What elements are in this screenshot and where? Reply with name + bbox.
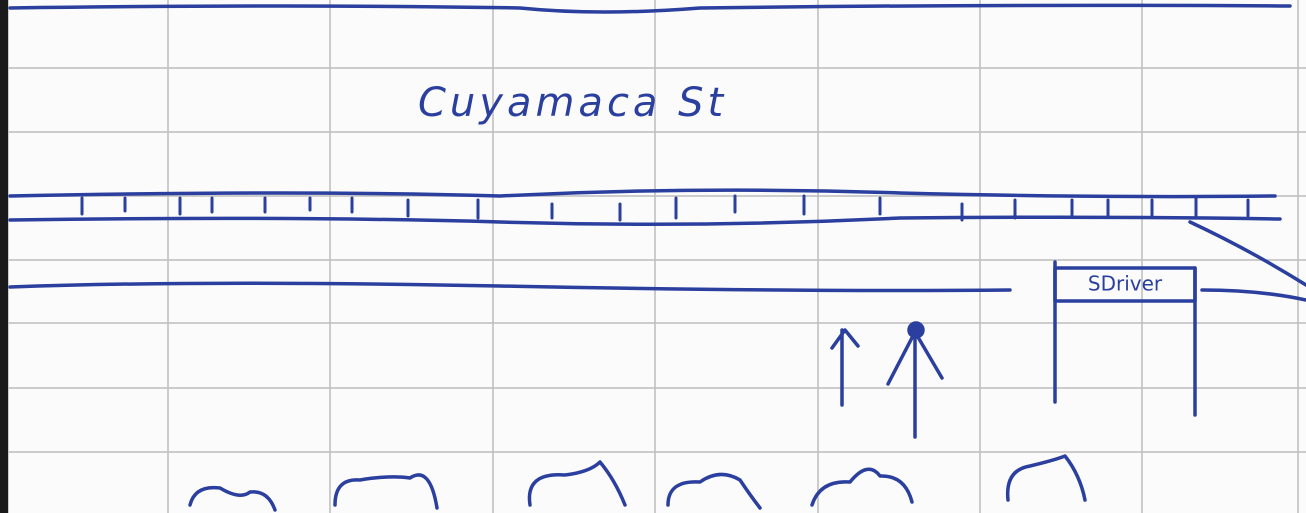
page: {"street_label": "Cuyamaca St", "station…: [0, 0, 1306, 513]
station-sign-label: SDriver: [1088, 272, 1163, 296]
paper-edge: [0, 0, 8, 513]
sketch: Cuyamaca St SDriver: [0, 0, 1306, 513]
paper: [0, 0, 1306, 513]
street-label: Cuyamaca St: [418, 80, 727, 126]
